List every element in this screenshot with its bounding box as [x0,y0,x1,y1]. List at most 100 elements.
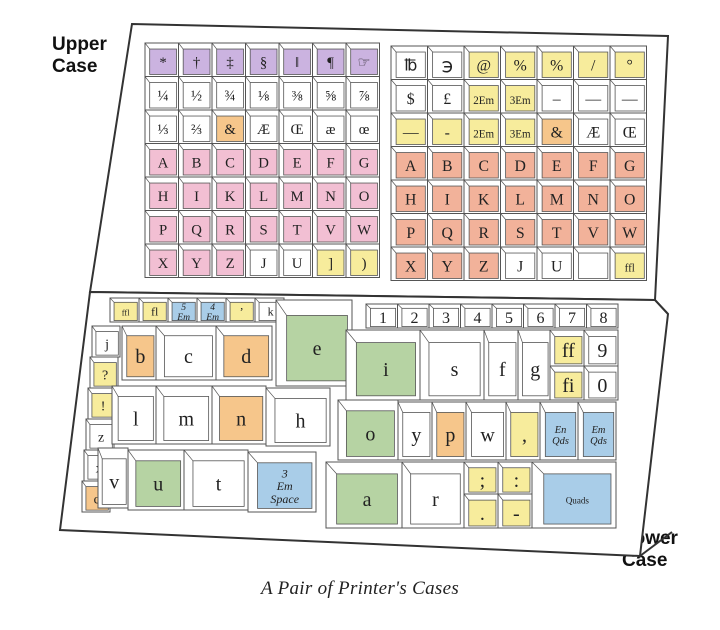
upper-left-cell-r5c3: S [245,210,280,245]
upper-right-cell-r2c1-label: - [445,124,450,141]
upper-right-cell-r4c0-label: H [405,191,416,208]
upper-left-cell-r0c6-label: ☞ [357,55,370,71]
upper-left-cell-r5c3-label: S [259,222,267,238]
upper-right-cell-r4c6-label: O [624,191,635,208]
upper-right-cell-r6c3-label: J [517,258,523,275]
upper-right-cell-r0c3: % [500,45,538,80]
upper-left-cell-r4c4-label: M [291,189,304,205]
upper-right-cell-r0c1-label: ℈ [442,57,453,74]
upper-left-cell-r3c2-label: C [225,155,235,171]
upper-left-cell-r0c0: * [144,42,179,77]
upper-left-cell-r1c1-label: ½ [191,88,202,104]
upper-right-cell-r3c5: F [573,146,611,181]
lower-left-side-5-label: q [94,492,101,507]
lower-right-cell-1-label: s [451,359,459,381]
lower-left-cell-1-label: c [184,346,193,368]
lower-left-cell-8-label: v [109,472,119,494]
upper-left-cell-r4c5-label: N [325,189,336,205]
upper-left-cell-r4c0-label: H [158,189,169,205]
upper-right-cell-r0c6-label: ° [627,57,633,74]
upper-left-cell-r3c4: E [278,143,313,178]
lower-right-cell-20-label: - [513,503,520,525]
lower-left-cell-7-label: h [296,410,306,432]
lower-right-top-2: 3 [428,303,461,329]
lower-right-cell-15: a [325,461,403,529]
upper-right-cell-r3c4-label: E [552,158,562,175]
lower-left-cell-11-label: Space [270,492,299,506]
upper-right-cell-r3c1: B [427,146,465,181]
upper-left-cell-r3c5-label: F [326,155,334,171]
upper-right-cell-r4c3-label: L [515,191,525,208]
upper-right-cell-r4c0: H [390,179,428,214]
lower-right-cell-1: s [419,329,485,401]
lower-left-side-3-label: z [98,430,104,445]
lower-left-top-0: ffl [109,297,140,323]
upper-right-cell-r1c4-label: – [552,91,561,108]
upper-right-cell-r3c2-label: C [478,158,489,175]
lower-left-cell-8: v [97,447,129,509]
lower-right-cell-11: w [465,401,507,461]
upper-right-cell-r6c4: U [536,246,574,281]
upper-right-cell-r0c6: ° [609,45,647,80]
lower-right-cell-10: p [431,401,467,461]
upper-left-cell-r3c3: D [245,143,280,178]
lower-right-cell-3: g [517,329,551,401]
lower-left-top-1-label: fl [151,305,159,319]
lower-right-cell-17-label: ; [480,470,486,492]
upper-right-cell-r6c2-label: Z [479,258,489,275]
lower-left-side-2: ! [87,387,117,420]
upper-right-cell-r2c1: - [427,112,465,147]
upper-right-cell-r6c0: X [390,246,428,281]
upper-right-cell-r0c5: / [573,45,611,80]
upper-right-cell-r4c1-label: I [445,191,450,208]
upper-left-cell-r2c0-label: ⅓ [158,122,169,138]
upper-left-cell-r5c2-label: R [225,222,235,238]
upper-right-cell-r4c5: N [573,179,611,214]
lower-left-cell-11-label: 3 [281,466,288,480]
upper-left-cell-r3c0-label: A [158,155,169,171]
upper-right-cell-r4c6: O [609,179,647,214]
upper-right-cell-r1c3: 3Em [500,79,538,114]
lower-left-top-1: fl [138,297,169,323]
upper-left-cell-r6c2: Z [211,243,246,278]
upper-right-cell-r0c0: ℔ [390,45,428,80]
lower-right-top-1: 2 [397,303,430,329]
upper-left-cell-r3c1-label: B [192,155,202,171]
upper-left-cell-r6c1-label: Y [191,256,202,272]
upper-left-cell-r0c4-label: ‖ [295,55,299,71]
upper-right-cell-r6c6: ffl [609,246,647,281]
upper-right-cell-r0c2-label: @ [476,57,491,74]
lower-left-cell-3-label: e [313,338,322,360]
upper-left-cell-r2c6-label: œ [359,122,370,138]
upper-right-cell-r5c5: V [573,213,611,248]
lower-left-top-2-label: Em [176,312,190,323]
upper-right-cell-r2c0: — [390,112,428,147]
upper-left-cell-r2c5-label: æ [326,122,336,138]
upper-left-cell-r0c0-label: * [159,55,166,71]
lower-right-top-4-label: 5 [505,310,513,327]
lower-right-cell-17: ; [463,461,499,495]
upper-left-cell-r2c0: ⅓ [144,109,179,144]
upper-left-cell-r4c3-label: L [259,189,268,205]
upper-left-cell-r2c5: æ [312,109,347,144]
lower-right-top-4: 5 [491,303,524,329]
upper-right-cell-r4c3: L [500,179,538,214]
upper-right-cell-r5c1-label: Q [442,225,454,242]
lower-right-cell-15-label: a [363,489,372,511]
lower-right-top-1-label: 2 [411,310,419,327]
upper-left-cell-r3c5: F [312,143,347,178]
lower-left-cell-4-label: l [133,408,139,430]
upper-left-cell-r6c6: ) [345,243,380,278]
upper-right-cell-r6c1: Y [427,246,465,281]
lower-right-cell-5: 9 [583,329,619,367]
lower-right-top-0-label: 1 [379,310,387,327]
lower-left-cell-1: c [155,325,217,381]
upper-right-cell-r2c5-label: Æ [586,124,600,141]
lower-right-cell-19-label: . [480,503,485,525]
lower-right-cell-14-label: Em [591,425,606,436]
upper-left-cell-r2c3-label: Æ [257,122,270,138]
upper-right-cell-r4c5-label: N [588,191,600,208]
upper-left-cell-r6c3: J [245,243,280,278]
upper-left-cell-r5c4: T [278,210,313,245]
